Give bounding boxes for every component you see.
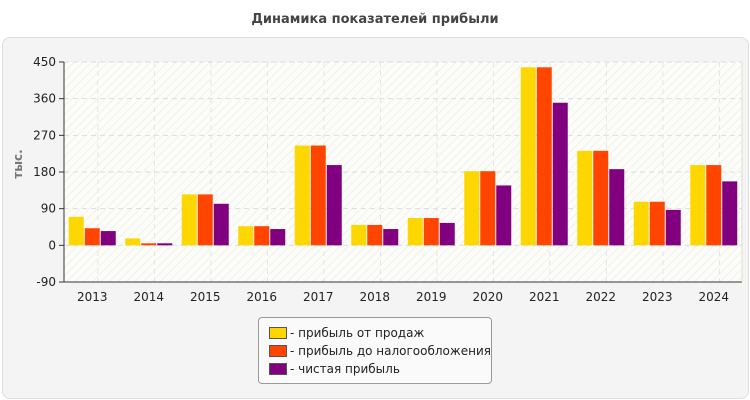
y-tick-label: 180: [33, 165, 56, 179]
x-tick-label: 2017: [303, 290, 334, 304]
bar-2022-0: [577, 150, 593, 246]
bar-2015-2: [213, 203, 229, 246]
bar-2014-0: [125, 238, 141, 246]
bar-2021-2: [552, 102, 568, 246]
x-tick-label: 2016: [246, 290, 277, 304]
legend-swatch: [269, 327, 287, 339]
bar-2014-2: [157, 243, 173, 246]
x-tick-label: 2015: [190, 290, 221, 304]
bar-2016-0: [238, 226, 254, 246]
bar-2019-1: [423, 218, 439, 246]
legend-label: - прибыль до налогообложения: [290, 344, 491, 358]
y-tick-label: 0: [48, 238, 56, 252]
x-tick-label: 2020: [472, 290, 503, 304]
legend-label: - прибыль от продаж: [290, 326, 425, 340]
bar-2020-2: [496, 185, 512, 246]
bar-2023-0: [633, 201, 649, 246]
bar-2017-1: [310, 145, 326, 246]
x-tick-label: 2021: [529, 290, 560, 304]
bar-2023-2: [665, 209, 681, 246]
x-tick-label: 2018: [359, 290, 390, 304]
bar-2019-0: [407, 218, 423, 246]
bar-2013-1: [84, 228, 100, 246]
bar-2018-0: [351, 224, 367, 246]
bar-2015-1: [197, 194, 213, 246]
y-tick-label: -90: [36, 275, 56, 289]
legend-item[interactable]: - прибыль от продаж: [269, 324, 491, 342]
y-tick-label: 90: [41, 202, 56, 216]
chart-title: Динамика показателей прибыли: [251, 12, 499, 27]
bar-2023-1: [649, 201, 665, 246]
y-tick-label: 360: [33, 92, 56, 106]
bar-2017-0: [294, 145, 310, 246]
bar-2016-2: [270, 229, 286, 246]
x-tick-label: 2013: [77, 290, 108, 304]
y-tick-label: 450: [33, 55, 56, 69]
legend-swatch: [269, 363, 287, 375]
bar-2021-0: [520, 67, 536, 246]
legend: - прибыль от продаж - прибыль до налогооб…: [258, 317, 492, 384]
bar-2020-0: [464, 171, 480, 246]
bar-2017-2: [326, 165, 342, 246]
legend-item[interactable]: - чистая прибыль: [269, 360, 491, 378]
bar-2024-0: [690, 165, 706, 246]
bar-2024-2: [722, 181, 738, 246]
legend-item[interactable]: - прибыль до налогообложения: [269, 342, 491, 360]
bar-2022-1: [593, 150, 609, 246]
bar-2018-1: [367, 224, 383, 246]
x-tick-label: 2024: [698, 290, 729, 304]
x-tick-label: 2022: [585, 290, 616, 304]
bar-2019-2: [439, 222, 455, 246]
y-tick-label: 270: [33, 128, 56, 142]
bar-2024-1: [706, 165, 722, 246]
legend-swatch: [269, 345, 287, 357]
bar-2020-1: [480, 171, 496, 246]
bar-2015-0: [181, 194, 197, 246]
bar-2018-2: [383, 229, 399, 246]
x-tick-label: 2014: [133, 290, 164, 304]
x-tick-label: 2019: [416, 290, 447, 304]
bar-2021-1: [536, 67, 552, 246]
x-tick-label: 2023: [642, 290, 673, 304]
bar-2016-1: [254, 226, 270, 246]
bar-2022-2: [609, 169, 625, 246]
legend-label: - чистая прибыль: [290, 362, 400, 376]
y-axis-label: тыс.: [11, 149, 25, 178]
bar-2013-0: [68, 216, 84, 246]
bar-2014-1: [141, 243, 157, 246]
bar-2013-2: [100, 231, 116, 246]
